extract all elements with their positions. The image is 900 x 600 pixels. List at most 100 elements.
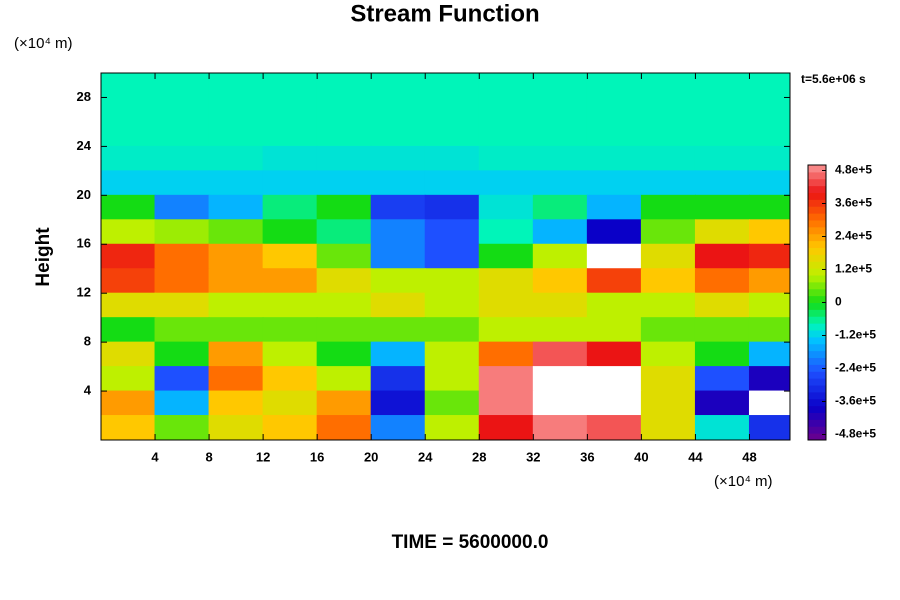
cell — [316, 341, 372, 368]
colorbar-tick-label: -3.6e+5 — [835, 394, 876, 408]
cell — [424, 243, 480, 270]
cell — [532, 366, 588, 392]
colorbar-swatch — [808, 281, 826, 290]
colorbar-swatch — [808, 206, 826, 214]
cell — [424, 317, 480, 343]
cell — [370, 170, 426, 196]
cell — [478, 96, 534, 123]
cell — [101, 73, 156, 98]
cell — [748, 390, 790, 417]
cell — [370, 243, 426, 270]
colorbar-swatch — [808, 165, 826, 173]
cell — [370, 341, 426, 368]
cell — [262, 170, 318, 196]
cell — [478, 292, 534, 319]
cell — [208, 415, 264, 440]
x-tick-label: 44 — [688, 449, 703, 464]
cell — [694, 268, 750, 294]
cell — [586, 219, 642, 245]
cell — [101, 121, 156, 147]
cell — [208, 390, 264, 417]
cell — [586, 170, 642, 196]
cell — [262, 366, 318, 392]
cell — [370, 268, 426, 294]
cell — [694, 317, 750, 343]
colorbar-tick-label: 2.4e+5 — [835, 229, 872, 243]
cell — [370, 121, 426, 147]
cell — [748, 268, 790, 294]
cell — [640, 121, 696, 147]
cell — [532, 96, 588, 123]
cell — [208, 219, 264, 245]
cell — [478, 243, 534, 270]
cell — [586, 194, 642, 221]
y-tick-label: 24 — [77, 138, 92, 153]
cell — [424, 366, 480, 392]
colorbar-tick-label: -4.8e+5 — [835, 427, 876, 441]
cell — [101, 194, 156, 221]
cell — [316, 170, 372, 196]
cell — [154, 317, 210, 343]
colorbar-swatch — [808, 330, 826, 338]
plot-frame — [100, 72, 791, 441]
cell — [208, 96, 264, 123]
cell — [316, 243, 372, 270]
cell — [208, 73, 264, 98]
cell — [370, 366, 426, 392]
colorbar-swatch — [808, 178, 826, 187]
colorbar-swatch — [808, 336, 826, 345]
cell — [154, 341, 210, 368]
colorbar-tick-label: -1.2e+5 — [835, 328, 876, 342]
y-tick-label: 12 — [77, 285, 91, 300]
cell — [316, 415, 372, 440]
colorbar-swatch — [808, 220, 826, 228]
colorbar-swatch — [808, 350, 826, 358]
cell — [262, 292, 318, 319]
cell — [208, 194, 264, 221]
x-tick-label: 32 — [526, 449, 540, 464]
cell — [154, 170, 210, 196]
colorbar-swatch — [808, 171, 826, 180]
cell — [532, 317, 588, 343]
cell — [208, 170, 264, 196]
cell — [532, 194, 588, 221]
cell — [694, 170, 750, 196]
cell — [262, 194, 318, 221]
chart-title: Stream Function — [350, 0, 539, 27]
cell — [101, 219, 156, 245]
cell — [748, 219, 790, 245]
colorbar-swatch — [808, 357, 826, 365]
cell — [370, 317, 426, 343]
cell — [478, 341, 534, 368]
cell — [316, 292, 372, 319]
cell — [694, 243, 750, 270]
cell — [748, 194, 790, 221]
cell — [101, 317, 156, 343]
y-tick-label: 4 — [84, 383, 92, 398]
colorbar-swatch — [808, 398, 826, 407]
cell — [640, 194, 696, 221]
cell — [101, 390, 156, 417]
cell — [532, 415, 588, 440]
cell — [316, 390, 372, 417]
colorbar-swatch — [808, 405, 826, 413]
cell — [424, 268, 480, 294]
cell — [640, 268, 696, 294]
cell — [640, 341, 696, 368]
cell — [532, 268, 588, 294]
y-unit: (×10⁴ m) — [14, 35, 73, 52]
cell — [101, 243, 156, 270]
colorbar-swatch — [808, 316, 826, 324]
cell — [748, 292, 790, 319]
cell — [532, 341, 588, 368]
cell — [586, 366, 642, 392]
cell — [101, 170, 156, 196]
colorbar-swatch — [808, 199, 826, 207]
cell — [586, 121, 642, 147]
colorbar-swatch — [808, 426, 826, 434]
colorbar-swatch — [808, 268, 826, 276]
cell — [154, 96, 210, 123]
cell — [478, 219, 534, 245]
cell — [316, 145, 372, 172]
cell — [208, 243, 264, 270]
